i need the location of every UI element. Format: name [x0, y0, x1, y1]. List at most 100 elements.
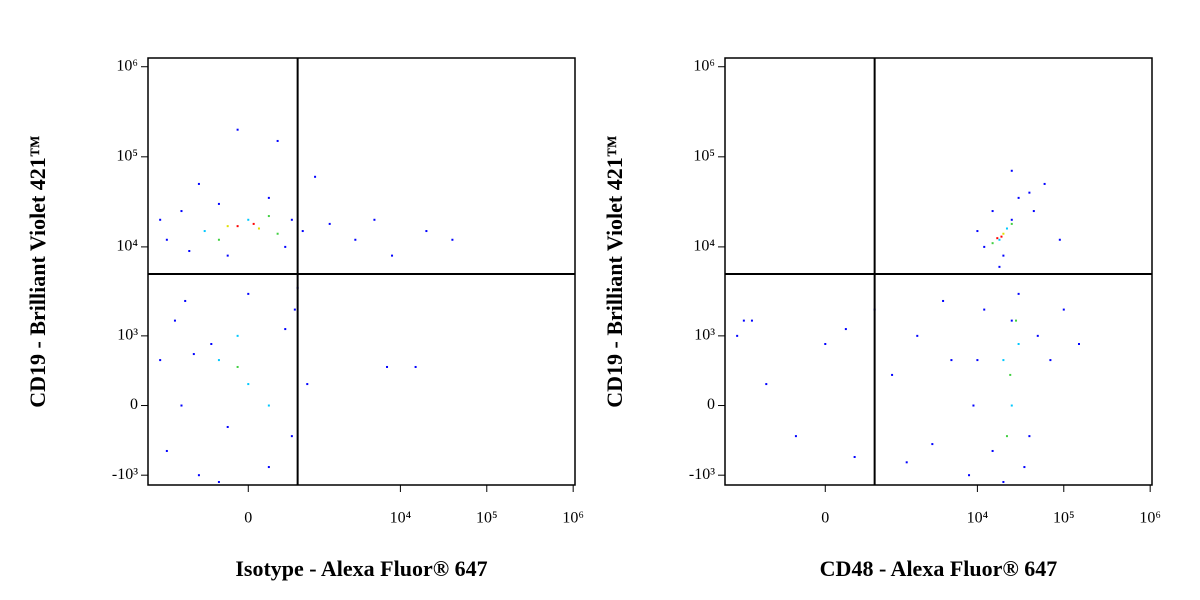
event-dot: [284, 245, 287, 248]
y-tick-label: 0: [130, 396, 138, 413]
event-dot: [1017, 292, 1020, 295]
event-dot: [354, 238, 357, 241]
event-dot: [1032, 210, 1035, 213]
event-dot: [180, 210, 183, 213]
event-dot: [210, 343, 213, 346]
event-dot: [197, 474, 200, 477]
event-dot: [998, 265, 1001, 268]
event-dot: [226, 254, 229, 257]
event-dot: [159, 359, 162, 362]
event-dot: [853, 455, 856, 458]
x-axis-label: Isotype - Alexa Fluor® 647: [235, 556, 487, 581]
event-dot: [293, 308, 296, 311]
event-dot: [976, 230, 979, 233]
event-dot: [916, 334, 919, 337]
event-dot: [290, 435, 293, 438]
event-dot: [290, 218, 293, 221]
event-dot: [180, 404, 183, 407]
event-dot: [188, 250, 191, 253]
event-dot: [972, 404, 975, 407]
event-dot: [226, 425, 229, 428]
event-dot: [247, 292, 250, 295]
event-dot: [217, 238, 220, 241]
event-dot: [1017, 343, 1020, 346]
event-dot: [765, 383, 768, 386]
event-dot: [991, 449, 994, 452]
event-dot: [1002, 359, 1005, 362]
event-dot: [267, 404, 270, 407]
event-dot: [391, 254, 394, 257]
event-dot: [236, 334, 239, 337]
event-dot: [328, 222, 331, 225]
event-dot: [267, 215, 270, 218]
y-tick-label: -10³: [112, 466, 138, 483]
event-dot: [1058, 238, 1061, 241]
event-dot: [736, 334, 739, 337]
event-dot: [844, 328, 847, 331]
event-dot: [1017, 196, 1020, 199]
event-dot: [991, 210, 994, 213]
event-dot: [905, 461, 908, 464]
event-dot: [983, 245, 986, 248]
event-dot: [301, 230, 304, 233]
event-dot: [750, 319, 753, 322]
x-tick-label: 10⁴: [967, 510, 989, 527]
event-dot: [252, 222, 255, 225]
event-dot: [414, 365, 417, 368]
event-dot: [1036, 334, 1039, 337]
event-dot: [991, 242, 994, 245]
y-tick-label: 10⁴: [116, 238, 138, 255]
event-dot: [314, 175, 317, 178]
event-dot: [1010, 169, 1013, 172]
event-dot: [276, 232, 279, 235]
event-dot: [1015, 319, 1018, 322]
y-tick-label: 10³: [694, 327, 715, 344]
event-dot: [1023, 466, 1026, 469]
event-dot: [1009, 373, 1012, 376]
event-dot: [1010, 319, 1013, 322]
event-dot: [1000, 235, 1003, 238]
x-tick-label: 10⁵: [476, 510, 498, 527]
x-tick-label: 0: [821, 510, 829, 527]
event-dot: [1005, 435, 1008, 438]
event-dot: [1043, 182, 1046, 185]
event-dot: [217, 202, 220, 205]
y-tick-label: 0: [707, 396, 715, 413]
event-dot: [950, 359, 953, 362]
y-tick-label: 10⁶: [116, 57, 138, 74]
event-dot: [203, 230, 206, 233]
event-dot: [983, 308, 986, 311]
x-tick-label: 0: [244, 510, 252, 527]
event-dot: [236, 225, 239, 228]
event-dot: [267, 196, 270, 199]
event-dot: [284, 328, 287, 331]
event-dot: [236, 365, 239, 368]
y-tick-label: 10³: [117, 327, 138, 344]
event-dot: [373, 218, 376, 221]
event-dot: [276, 139, 279, 142]
y-tick-label: 10⁵: [116, 147, 138, 164]
event-dot: [996, 237, 999, 240]
event-dot: [968, 474, 971, 477]
event-dot: [386, 365, 389, 368]
y-tick-label: -10³: [689, 466, 715, 483]
event-dot: [226, 225, 229, 228]
x-tick-label: 10⁶: [1139, 510, 1161, 527]
event-dot: [1002, 254, 1005, 257]
x-tick-label: 10⁶: [562, 510, 584, 527]
event-dot: [257, 227, 260, 230]
event-dot: [891, 373, 894, 376]
event-dot: [247, 383, 250, 386]
event-dot: [247, 218, 250, 221]
y-tick-label: 10⁶: [693, 57, 715, 74]
event-dot: [742, 319, 745, 322]
event-dot: [1002, 232, 1005, 235]
event-dot: [1002, 480, 1005, 483]
y-axis-label: CD19 - Brilliant Violet 421™: [25, 135, 50, 408]
event-dot: [998, 238, 1001, 241]
event-dot: [184, 299, 187, 302]
plot-frame: [724, 57, 1153, 486]
event-dot: [451, 238, 454, 241]
y-tick-label: 10⁵: [693, 147, 715, 164]
